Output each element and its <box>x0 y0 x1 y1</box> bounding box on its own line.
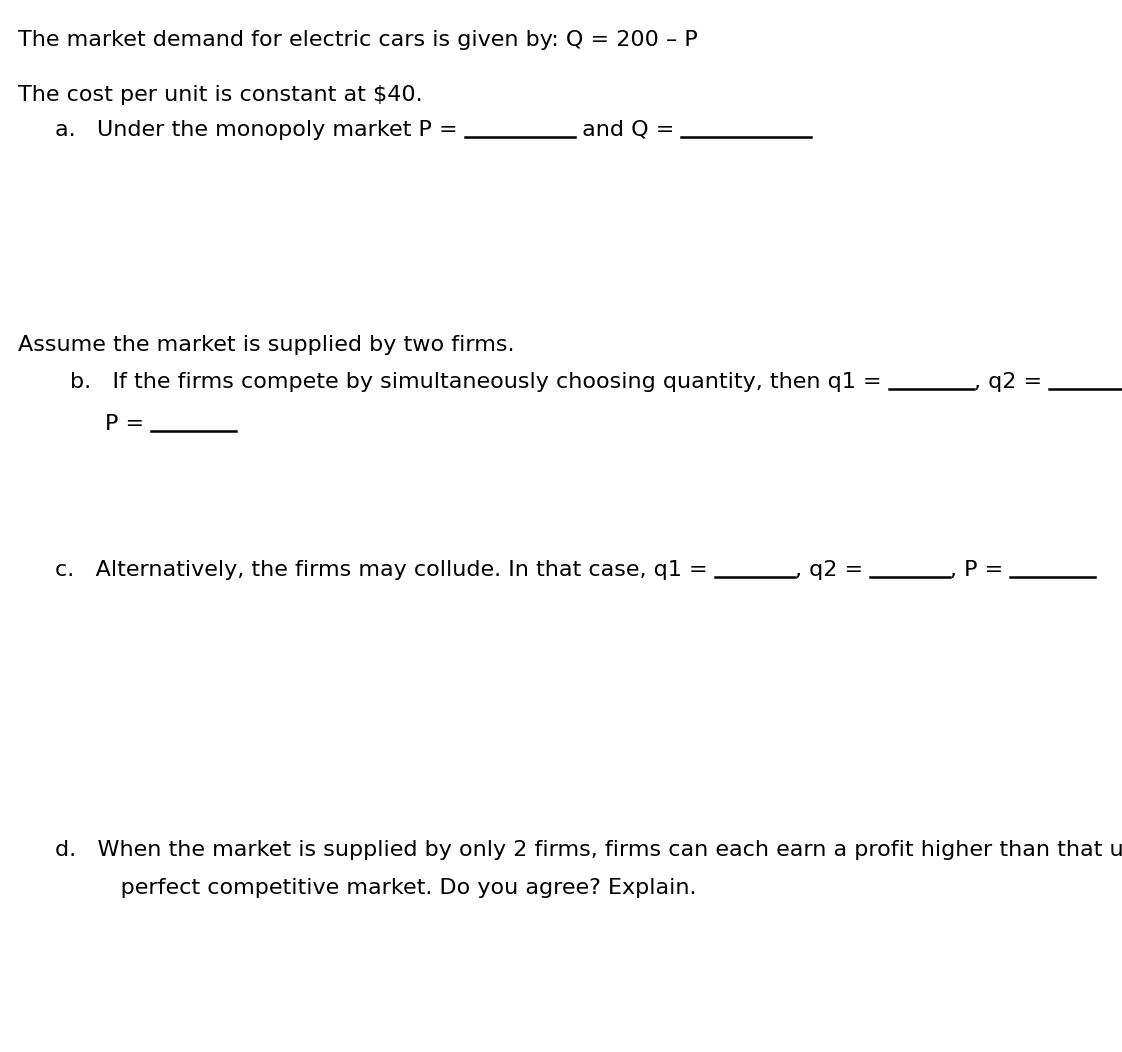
Text: The market demand for electric cars is given by: Q = 200 – P: The market demand for electric cars is g… <box>18 31 698 50</box>
Text: , q2 =: , q2 = <box>974 372 1049 392</box>
Text: c.   Alternatively, the firms may collude. In that case, q1 =: c. Alternatively, the firms may collude.… <box>55 560 715 580</box>
Text: P =: P = <box>105 414 151 434</box>
Text: , q2 =: , q2 = <box>794 560 870 580</box>
Text: perfect competitive market. Do you agree? Explain.: perfect competitive market. Do you agree… <box>85 878 697 898</box>
Text: The cost per unit is constant at $40.: The cost per unit is constant at $40. <box>18 85 423 105</box>
Text: and Q =: and Q = <box>574 120 681 140</box>
Text: b.   If the firms compete by simultaneously choosing quantity, then q1 =: b. If the firms compete by simultaneousl… <box>70 372 889 392</box>
Text: d.   When the market is supplied by only 2 firms, firms can each earn a profit h: d. When the market is supplied by only 2… <box>55 839 1122 859</box>
Text: Assume the market is supplied by two firms.: Assume the market is supplied by two fir… <box>18 335 515 355</box>
Text: a.   Under the monopoly market P =: a. Under the monopoly market P = <box>55 120 465 140</box>
Text: , P =: , P = <box>950 560 1011 580</box>
